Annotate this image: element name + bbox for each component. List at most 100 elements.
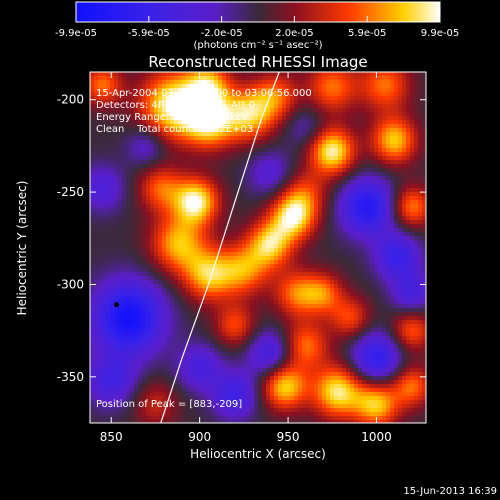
heatmap-cell	[338, 256, 343, 261]
heatmap-cell	[286, 128, 291, 133]
heatmap-cell	[382, 112, 387, 117]
heatmap-cell	[170, 148, 175, 153]
heatmap-cell	[94, 276, 99, 281]
heatmap-cell	[118, 300, 123, 305]
heatmap-cell	[138, 76, 143, 81]
heatmap-cell	[94, 76, 99, 81]
heatmap-cell	[106, 288, 111, 293]
heatmap-cell	[350, 284, 355, 289]
heatmap-cell	[270, 140, 275, 145]
heatmap-cell	[270, 172, 275, 177]
heatmap-cell	[318, 288, 323, 293]
heatmap-cell	[210, 96, 215, 101]
heatmap-cell	[334, 84, 339, 89]
heatmap-cell	[202, 264, 207, 269]
heatmap-cell	[270, 232, 275, 237]
heatmap-cell	[298, 272, 303, 277]
heatmap-cell	[214, 296, 219, 301]
heatmap-cell	[218, 208, 223, 213]
heatmap-cell	[266, 172, 271, 177]
heatmap-cell	[282, 88, 287, 93]
heatmap-cell	[290, 236, 295, 241]
heatmap-cell	[390, 232, 395, 237]
heatmap-cell	[262, 120, 267, 125]
heatmap-cell	[366, 188, 371, 193]
heatmap-cell	[134, 76, 139, 81]
heatmap-cell	[122, 208, 127, 213]
heatmap-cell	[146, 116, 151, 121]
heatmap-cell	[254, 172, 259, 177]
heatmap-cell	[230, 292, 235, 297]
heatmap-cell	[174, 76, 179, 81]
heatmap-cell	[118, 260, 123, 265]
heatmap-cell	[266, 196, 271, 201]
heatmap-cell	[174, 180, 179, 185]
heatmap-cell	[166, 272, 171, 277]
heatmap-cell	[410, 304, 415, 309]
heatmap-cell	[242, 76, 247, 81]
heatmap-cell	[162, 156, 167, 161]
heatmap-cell	[262, 204, 267, 209]
heatmap-cell	[102, 292, 107, 297]
heatmap-cell	[218, 84, 223, 89]
heatmap-cell	[146, 284, 151, 289]
heatmap-cell	[322, 152, 327, 157]
heatmap-cell	[290, 288, 295, 293]
heatmap-cell	[226, 292, 231, 297]
heatmap-cell	[98, 264, 103, 269]
heatmap-cell	[278, 200, 283, 205]
heatmap-cell	[378, 192, 383, 197]
heatmap-cell	[386, 132, 391, 137]
heatmap-cell	[130, 124, 135, 129]
heatmap-cell	[266, 128, 271, 133]
heatmap-cell	[206, 260, 211, 265]
heatmap-layer	[90, 72, 426, 423]
heatmap-cell	[310, 212, 315, 217]
heatmap-cell	[238, 228, 243, 233]
heatmap-cell	[106, 196, 111, 201]
heatmap-cell	[314, 84, 319, 89]
heatmap-cell	[258, 164, 263, 169]
heatmap-cell	[306, 156, 311, 161]
heatmap-cell	[214, 264, 219, 269]
heatmap-cell	[110, 300, 115, 305]
heatmap-cell	[302, 236, 307, 241]
heatmap-cell	[306, 292, 311, 297]
heatmap-cell	[214, 124, 219, 129]
heatmap-cell	[294, 160, 299, 165]
heatmap-cell	[230, 124, 235, 129]
heatmap-cell	[370, 72, 375, 77]
heatmap-cell	[390, 224, 395, 229]
heatmap-cell	[94, 272, 99, 277]
heatmap-cell	[418, 156, 423, 161]
heatmap-cell	[342, 220, 347, 225]
heatmap-cell	[346, 212, 351, 217]
heatmap-cell	[118, 116, 123, 121]
heatmap-cell	[142, 244, 147, 249]
heatmap-cell	[102, 220, 107, 225]
heatmap-cell	[382, 160, 387, 165]
heatmap-cell	[338, 152, 343, 157]
heatmap-cell	[286, 236, 291, 241]
heatmap-cell	[318, 88, 323, 93]
heatmap-cell	[350, 240, 355, 245]
heatmap-cell	[134, 228, 139, 233]
heatmap-cell	[326, 288, 331, 293]
heatmap-cell	[366, 104, 371, 109]
heatmap-cell	[102, 92, 107, 97]
heatmap-cell	[178, 264, 183, 269]
heatmap-cell	[282, 288, 287, 293]
heatmap-cell	[394, 124, 399, 129]
heatmap-cell	[398, 116, 403, 121]
heatmap-cell	[178, 124, 183, 129]
heatmap-cell	[130, 216, 135, 221]
heatmap-cell	[210, 276, 215, 281]
heatmap-cell	[278, 244, 283, 249]
heatmap-cell	[406, 244, 411, 249]
heatmap-cell	[234, 288, 239, 293]
heatmap-cell	[242, 116, 247, 121]
heatmap-cell	[302, 128, 307, 133]
heatmap-cell	[218, 156, 223, 161]
heatmap-cell	[94, 164, 99, 169]
heatmap-cell	[106, 292, 111, 297]
